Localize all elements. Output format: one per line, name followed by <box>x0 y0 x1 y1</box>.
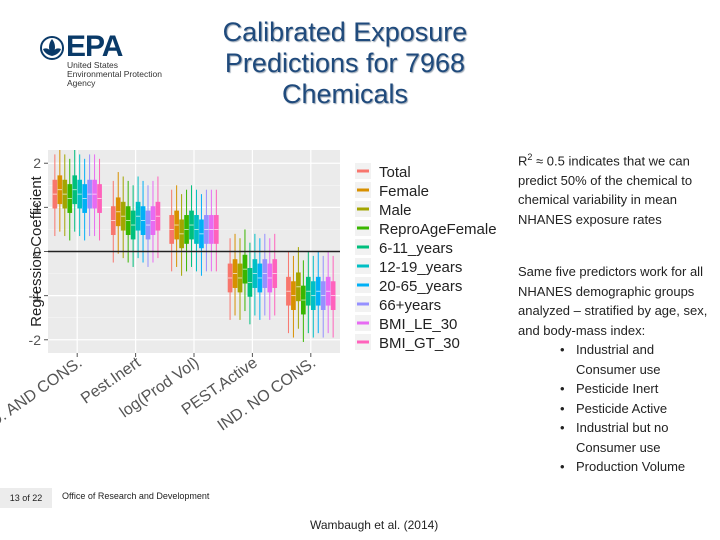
legend-label: Female <box>379 183 429 200</box>
y-tick-label: 2 <box>33 155 41 171</box>
epa-wordmark: EPA <box>66 30 123 63</box>
legend-label: BMI_LE_30 <box>379 316 457 333</box>
legend: Total Female Male ReproAgeFemale 6-11_years 1… <box>355 163 497 352</box>
office-name: Office of Research and Development <box>62 491 210 501</box>
r2-superscript: 2 <box>527 152 533 162</box>
x-category-label: IND. AND CONS. <box>0 354 85 439</box>
regression-coefficient-chart: -2 -1 0 1 2 Regression Coefficient IND. AND CO… <box>0 150 497 440</box>
predictors-intro: Same five predictors work for all NHANES… <box>518 264 708 338</box>
y-axis-label: Regression Coefficient <box>28 175 45 326</box>
r2-note: R2 ≈ 0.5 indicates that we can predict 5… <box>518 152 693 227</box>
predictor-item: Industrial but no Consumer use <box>558 418 708 457</box>
predictor-item: Pesticide Inert <box>558 379 708 399</box>
predictor-item: Production Volume <box>558 457 708 477</box>
legend-label: 66+years <box>379 297 441 314</box>
legend-label: ReproAgeFemale <box>379 221 497 238</box>
y-tick-label: 0 <box>33 244 41 260</box>
legend-label: 20-65_years <box>379 278 462 295</box>
legend-label: Male <box>379 202 412 219</box>
legend-label: 6-11_years <box>379 240 453 257</box>
epa-flower-icon <box>40 36 64 60</box>
x-category-label: IND. NO CONS. <box>215 354 319 434</box>
epa-logo: EPA United States Environmental Protecti… <box>40 30 190 94</box>
predictor-item: Pesticide Active <box>558 399 708 419</box>
y-tick-label: -1 <box>29 288 42 304</box>
agency-name: United States Environmental Protection A… <box>67 60 162 88</box>
y-tick-label: 1 <box>33 199 41 215</box>
predictors-note: Same five predictors work for all NHANES… <box>518 262 708 477</box>
legend-label: BMI_GT_30 <box>379 335 460 352</box>
slide-title: Calibrated Exposure Predictions for 7968… <box>222 17 468 109</box>
citation: Wambaugh et al. (2014) <box>310 518 439 532</box>
legend-label: 12-19_years <box>379 259 462 276</box>
slide-number: 13 of 22 <box>0 488 52 508</box>
predictor-list: Industrial and Consumer usePesticide Ine… <box>518 340 708 477</box>
y-tick-label: -2 <box>29 332 42 348</box>
legend-label: Total <box>379 164 411 181</box>
plot-area <box>48 150 340 353</box>
predictor-item: Industrial and Consumer use <box>558 340 708 379</box>
